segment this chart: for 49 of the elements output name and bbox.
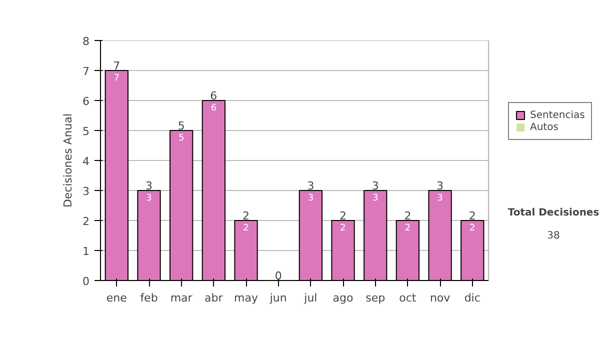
x-tick-label: sep	[366, 292, 386, 304]
y-axis-title: Decisiones Anual	[62, 113, 74, 208]
data-label: 3	[437, 194, 443, 204]
total-label: 5	[178, 120, 185, 132]
total-label: 2	[242, 210, 250, 222]
x-tick-label: may	[234, 292, 258, 304]
data-label: 2	[470, 224, 476, 234]
y-tick-label: 6	[82, 95, 90, 108]
data-label: 2	[243, 224, 249, 234]
x-tick-label: feb	[140, 292, 158, 304]
y-tick-label: 4	[82, 155, 90, 168]
data-label: 2	[404, 224, 411, 234]
total-label: 7	[113, 60, 120, 72]
y-tick-label: 5	[82, 125, 90, 138]
data-label: 3	[308, 194, 314, 204]
text: Total Decisiones	[508, 208, 600, 218]
data-label: 3	[146, 194, 152, 204]
data-label: 5	[178, 134, 184, 144]
x-tick-label: ago	[332, 292, 354, 304]
x-tick-label: jul	[303, 292, 318, 304]
total-label: 3	[307, 180, 314, 192]
x-tick-label: dic	[464, 292, 480, 304]
y-tick-label: 2	[82, 215, 90, 228]
total-label: 2	[404, 210, 412, 222]
legend-label: Sentencias	[530, 109, 585, 121]
x-tick-label: mar	[170, 292, 193, 304]
total-label: 2	[468, 210, 476, 222]
y-tick-label: 8	[82, 35, 90, 48]
data-label: 2	[340, 224, 346, 234]
x-tick-label: nov	[430, 292, 451, 304]
data-label: 7	[114, 74, 120, 84]
x-tick-label: ene	[106, 292, 128, 304]
y-tick-label: 0	[82, 275, 90, 288]
total-label: 0	[274, 270, 282, 282]
x-tick-label: oct	[399, 292, 417, 304]
total-label: 2	[340, 210, 347, 222]
total-label: 6	[210, 90, 218, 102]
data-label: 6	[210, 104, 217, 114]
text: 38	[547, 230, 560, 242]
x-tick-label: jun	[268, 292, 287, 304]
total-label: 3	[436, 180, 444, 192]
x-tick-label: abr	[204, 292, 224, 304]
total-label: 3	[146, 180, 153, 192]
data-label: 3	[372, 194, 378, 204]
legend-label: Autos	[530, 121, 558, 133]
y-tick-label: 7	[82, 65, 90, 78]
y-tick-label: 1	[82, 245, 90, 258]
y-tick-label: 3	[82, 185, 90, 198]
total-label: 3	[372, 180, 379, 192]
